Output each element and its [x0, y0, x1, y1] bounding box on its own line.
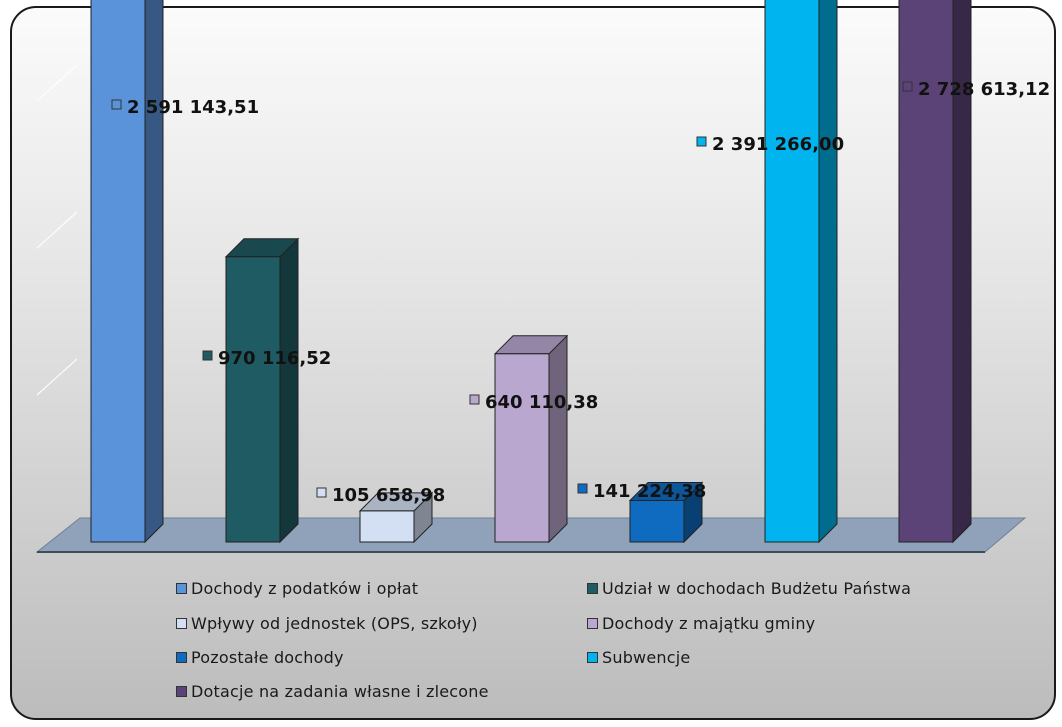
bar-side	[818, 0, 838, 544]
bar	[90, 0, 146, 543]
bar-side	[144, 0, 164, 544]
data-label: 2 728 613,12	[918, 79, 1050, 100]
gridline	[36, 211, 78, 249]
data-label: 141 224,38	[593, 481, 706, 502]
bar	[629, 499, 685, 543]
data-label: 970 116,52	[218, 348, 331, 369]
data-label-swatch	[469, 394, 480, 405]
data-label-swatch	[202, 350, 213, 361]
bar	[764, 0, 820, 543]
data-label: 640 110,38	[485, 392, 598, 413]
data-label-swatch	[111, 99, 122, 110]
data-label: 105 658,98	[332, 485, 445, 506]
data-label-swatch	[696, 136, 707, 147]
bar-side	[548, 334, 568, 544]
bar	[225, 256, 281, 543]
data-label-swatch	[902, 81, 913, 92]
data-label: 2 391 266,00	[712, 134, 844, 155]
bar-side	[279, 237, 299, 544]
bar	[359, 510, 415, 543]
gridline	[36, 64, 78, 102]
gridline	[36, 358, 78, 396]
bar	[494, 353, 550, 543]
data-label-swatch	[577, 483, 588, 494]
data-label: 2 591 143,51	[127, 97, 259, 118]
data-label-swatch	[316, 487, 327, 498]
